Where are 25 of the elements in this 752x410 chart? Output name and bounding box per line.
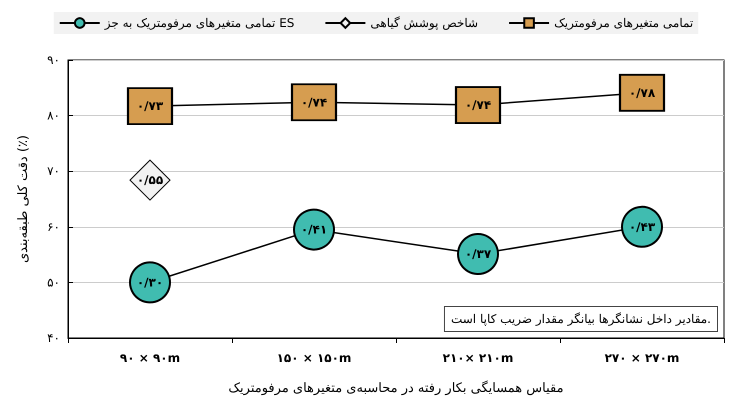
data-label: ۰/۵۵ <box>136 173 164 188</box>
data-label: ۰/۳۰ <box>136 275 164 290</box>
data-label: ۰/۷۴ <box>300 95 328 110</box>
legend-label: شاخص پوشش گیاهی <box>370 16 478 30</box>
y-tick-label: ۸۰ <box>47 108 60 123</box>
y-tick-label: ۴۰ <box>47 331 60 345</box>
x-axis-title: مقیاس همسایگی بکار رفته در محاسبه‌ی متغیرهای مرفومتریک <box>228 380 564 396</box>
y-tick-label: ۷۰ <box>47 164 60 178</box>
data-label: ۰/۷۸ <box>628 86 656 100</box>
y-tick-label: ۶۰ <box>47 220 60 234</box>
x-tick-label: ۲۱۰× ۲۱۰m <box>442 351 514 365</box>
x-tick-label: ۲۷۰ × ۲۷۰m <box>604 351 680 365</box>
data-label: ۰/۴۱ <box>300 222 328 237</box>
legend-label: تمامی متغیرهای مرفومتریک <box>554 16 694 30</box>
legend-label: تمامی متغیرهای مرفومتریک به جز ES <box>104 16 294 30</box>
annotation: مقادیر داخل نشانگرها بیانگر مقدار ضریب کاپا است. <box>450 312 712 326</box>
data-label: ۰/۷۴ <box>464 98 492 112</box>
x-tick-label: ۱۵۰ × ۱۵۰m <box>276 351 352 365</box>
x-tick-label: ۹۰ × ۹۰m <box>120 351 180 365</box>
y-tick-label: ۵۰ <box>47 275 60 290</box>
y-axis-title: دقت کلی طبقه‌بندی (٪) <box>16 135 31 263</box>
y-tick-label: ۹۰ <box>47 53 60 67</box>
data-label: ۰/۷۳ <box>136 99 164 114</box>
data-label: ۰/۴۳ <box>628 220 656 234</box>
data-label: ۰/۳۷ <box>464 247 492 262</box>
